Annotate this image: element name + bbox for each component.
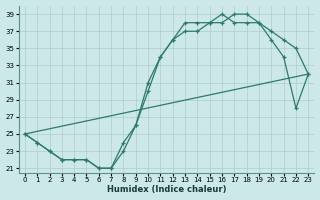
X-axis label: Humidex (Indice chaleur): Humidex (Indice chaleur) — [107, 185, 226, 194]
